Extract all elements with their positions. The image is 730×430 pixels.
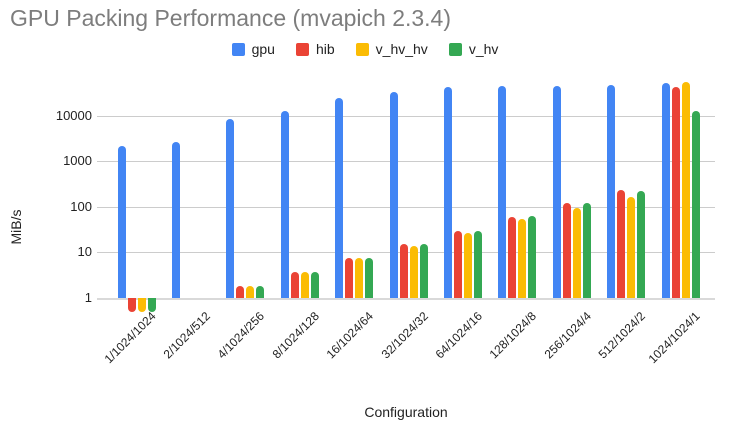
bar-v_hv — [637, 190, 646, 298]
y-tick-label: 1 — [84, 290, 92, 305]
bar-v_hv — [528, 216, 537, 298]
bar-v_hv — [256, 286, 265, 298]
legend-label-gpu: gpu — [251, 41, 275, 57]
legend-item-gpu: gpu — [231, 41, 275, 57]
bar-hib — [508, 216, 517, 298]
bar-hib — [671, 87, 680, 298]
legend: gpu hib v_hv_hv v_hv — [0, 41, 730, 57]
bar-hib — [345, 258, 354, 298]
legend-item-v_hv: v_hv — [448, 41, 499, 57]
x-tick-label: 1024/1024/1 — [645, 309, 703, 367]
y-tick-label: 10000 — [55, 107, 92, 123]
bar-gpu — [661, 83, 670, 298]
bar-gpu — [443, 87, 452, 298]
bar-gpu — [552, 86, 561, 298]
x-tick-label: 16/1024/64 — [323, 309, 377, 362]
bar-v_hv_hv — [572, 207, 581, 298]
x-tick-label: 512/1024/2 — [595, 309, 649, 362]
bar-hib — [127, 298, 136, 312]
bar-v_hv — [147, 298, 156, 312]
bar-v_hv — [419, 244, 428, 298]
bar-gpu — [389, 91, 398, 298]
bar-gpu — [172, 141, 181, 298]
bar-v_hv_hv — [409, 245, 418, 298]
bar-v_hv_hv — [518, 219, 527, 298]
bar-v_hv_hv — [681, 81, 690, 298]
x-axis-title: Configuration — [364, 404, 448, 420]
legend-label-hib: hib — [315, 41, 335, 57]
bar-v_hv — [691, 110, 700, 298]
x-tick-label: 1/1024/1024 — [101, 309, 159, 367]
x-tick-label: 32/1024/32 — [378, 309, 431, 362]
bar-hib — [617, 189, 626, 298]
bar-gpu — [498, 86, 507, 298]
bar-v_hv_hv — [246, 286, 255, 298]
bar-gpu — [607, 85, 616, 298]
bar-hib — [453, 230, 462, 298]
bar-hib — [562, 203, 571, 298]
bar-v_hv_hv — [627, 196, 636, 298]
bar-gpu — [226, 119, 235, 298]
bar-v_hv_hv — [355, 258, 364, 298]
x-axis-baseline — [97, 298, 715, 300]
gridline — [97, 161, 715, 162]
legend-swatch-v_hv-icon — [448, 42, 462, 56]
bar-v_hv_hv — [300, 272, 309, 298]
y-tick-label: 100 — [70, 198, 92, 214]
legend-item-v_hv_hv: v_hv_hv — [355, 41, 428, 57]
y-tick-label: 10 — [77, 244, 92, 260]
bar-gpu — [335, 98, 344, 298]
x-tick-label: 2/1024/512 — [160, 309, 213, 362]
bar-v_hv — [582, 202, 591, 298]
legend-swatch-gpu-icon — [231, 42, 245, 56]
x-tick-label: 64/1024/16 — [432, 309, 485, 362]
gridline — [97, 207, 715, 208]
bar-gpu — [280, 110, 289, 298]
bar-hib — [290, 272, 299, 298]
gridline — [97, 116, 715, 117]
bar-hib — [236, 286, 245, 298]
bar-hib — [399, 244, 408, 298]
bar-v_hv_hv — [463, 232, 472, 298]
y-tick-label: 1000 — [63, 153, 92, 169]
bar-v_hv — [310, 272, 319, 298]
legend-label-v_hv: v_hv — [468, 41, 499, 57]
bar-v_hv — [365, 258, 374, 298]
x-tick-label: 256/1024/4 — [541, 309, 594, 362]
x-tick-label: 8/1024/128 — [269, 309, 322, 362]
legend-swatch-hib-icon — [295, 42, 309, 56]
legend-item-hib: hib — [295, 41, 335, 57]
legend-label-v_hv_hv: v_hv_hv — [375, 41, 428, 57]
x-tick-label: 128/1024/8 — [486, 309, 540, 362]
bar-gpu — [117, 145, 126, 298]
legend-swatch-v_hv_hv-icon — [355, 42, 369, 56]
bar-v_hv — [473, 230, 482, 298]
chart-title: GPU Packing Performance (mvapich 2.3.4) — [10, 5, 452, 31]
x-tick-label: 4/1024/256 — [214, 309, 268, 362]
bar-v_hv_hv — [137, 298, 146, 312]
